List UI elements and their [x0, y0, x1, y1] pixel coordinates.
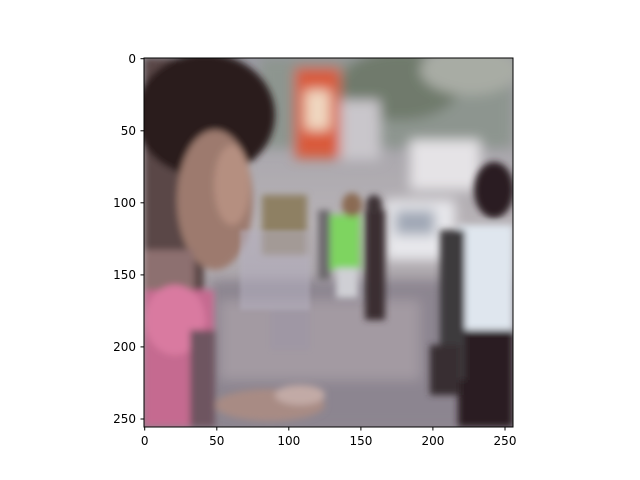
x-axis: 0 50 100 150 200 250	[141, 427, 517, 448]
y-tick-label: 200	[113, 340, 136, 354]
y-tick-label: 50	[121, 124, 136, 138]
x-tick-label: 250	[494, 434, 517, 448]
x-tick-label: 100	[277, 434, 300, 448]
y-tick-label: 150	[113, 268, 136, 282]
y-tick-label: 250	[113, 412, 136, 426]
x-tick-label: 50	[209, 434, 224, 448]
y-tick-label: 0	[128, 52, 136, 66]
axes-frame	[143, 57, 514, 428]
y-axis: 0 50 100 150 200 250	[113, 52, 144, 426]
x-tick-label: 200	[421, 434, 444, 448]
y-tick-label: 100	[113, 196, 136, 210]
photo	[144, 58, 513, 427]
x-tick-label: 0	[141, 434, 149, 448]
x-tick-label: 150	[349, 434, 372, 448]
